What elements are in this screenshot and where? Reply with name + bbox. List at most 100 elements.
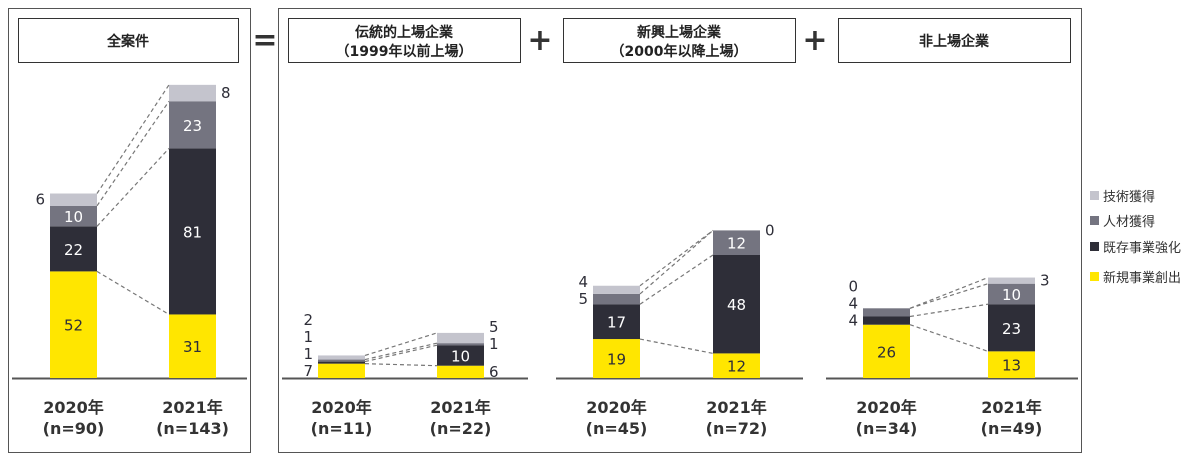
data-label: 4 [848, 312, 858, 330]
data-label: 13 [1002, 357, 1021, 375]
bar-segment-人材獲得 [318, 359, 365, 362]
data-label: 0 [848, 278, 858, 296]
x-tick-n: (n=72) [706, 419, 768, 438]
bar-segment-人材獲得 [169, 101, 216, 149]
panel-title: 伝統的上場企業 [355, 24, 454, 41]
bar-segment-新規事業創出 [863, 324, 910, 378]
data-label: 26 [877, 343, 896, 361]
x-tick-n: (n=143) [156, 419, 229, 438]
bar-segment-人材獲得 [713, 230, 760, 255]
panel-title-box [288, 18, 521, 63]
legend-label: 新規事業創出 [1103, 270, 1181, 286]
connector-line [96, 147, 170, 227]
data-label: 3 [1040, 272, 1050, 290]
data-label: 17 [607, 314, 626, 332]
connector-line [364, 344, 438, 363]
data-label: 6 [489, 363, 499, 381]
data-label: 7 [303, 362, 313, 380]
bar-segment-人材獲得 [437, 343, 484, 346]
bar-segment-既存事業強化 [437, 345, 484, 366]
data-label: 12 [727, 235, 746, 253]
data-label: 5 [489, 318, 499, 336]
x-tick-year: 2021年 [430, 398, 491, 417]
panel-title-box [18, 18, 239, 63]
data-label: 23 [1002, 320, 1021, 338]
connector-line [909, 324, 989, 352]
connector-line [96, 270, 170, 315]
x-tick-n: (n=34) [856, 419, 918, 438]
bar-segment-人材獲得 [988, 283, 1035, 305]
x-tick-year: 2020年 [586, 398, 647, 417]
bar-segment-人材獲得 [593, 293, 640, 305]
legend-swatch [1090, 242, 1099, 251]
bar-segment-既存事業強化 [318, 361, 365, 364]
bar-segment-人材獲得 [50, 205, 97, 227]
panel-subtitle: （2000年以降上場） [611, 43, 748, 60]
bar-segment-既存事業強化 [988, 304, 1035, 352]
x-tick-n: (n=11) [311, 419, 373, 438]
data-label: 2 [303, 311, 313, 329]
connector-line [639, 229, 714, 287]
connector-line [96, 84, 170, 194]
bar-segment-技術獲得 [593, 285, 640, 294]
panel-title: 新興上場企業 [637, 24, 722, 41]
data-label: 23 [183, 117, 202, 135]
bar-segment-既存事業強化 [593, 304, 640, 340]
data-label: 81 [183, 223, 202, 241]
connector-line [364, 363, 438, 367]
data-label: 10 [451, 347, 470, 365]
data-label: 48 [727, 296, 746, 314]
legend-label: 技術獲得 [1103, 189, 1155, 205]
data-label: 1 [303, 328, 313, 346]
bar-segment-既存事業強化 [863, 316, 910, 325]
panel-title-box [563, 18, 796, 63]
bar-segment-既存事業強化 [169, 148, 216, 315]
x-tick-n: (n=22) [430, 419, 492, 438]
bar-segment-技術獲得 [988, 277, 1035, 284]
connector-line [639, 254, 714, 305]
bar-segment-新規事業創出 [169, 314, 216, 378]
data-label: 6 [35, 191, 45, 209]
data-label: 19 [607, 351, 626, 369]
legend-label: 既存事業強化 [1103, 240, 1181, 256]
x-tick-n: (n=45) [586, 419, 648, 438]
connector-line [364, 332, 438, 357]
bar-segment-既存事業強化 [713, 255, 760, 354]
bar-segment-技術獲得 [437, 332, 484, 344]
bar-segment-新規事業創出 [437, 365, 484, 378]
connector-line [909, 303, 989, 318]
operator-2: + [802, 23, 827, 58]
data-label: 10 [64, 208, 83, 226]
data-label: 0 [765, 221, 775, 239]
data-label: 22 [64, 241, 83, 259]
panel-title: 非上場企業 [919, 33, 990, 50]
x-tick-year: 2020年 [43, 398, 104, 417]
connector-line [96, 100, 170, 207]
x-tick-year: 2021年 [706, 398, 767, 417]
x-tick-year: 2021年 [981, 398, 1042, 417]
bar-segment-新規事業創出 [593, 339, 640, 378]
data-label: 10 [1002, 286, 1021, 304]
operator-1: + [527, 23, 552, 58]
x-tick-year: 2021年 [162, 398, 223, 417]
bar-segment-技術獲得 [50, 193, 97, 206]
legend-swatch [1090, 191, 1099, 200]
bar-segment-新規事業創出 [318, 363, 365, 378]
data-label: 4 [578, 273, 588, 291]
connector-line [364, 342, 438, 361]
connector-line [909, 283, 989, 309]
data-label: 5 [578, 290, 588, 308]
legend-label: 人材獲得 [1103, 214, 1155, 230]
legend-swatch [1090, 216, 1099, 225]
panel-frame-all [8, 8, 251, 453]
data-label: 1 [489, 335, 499, 353]
bar-segment-技術獲得 [318, 355, 365, 360]
data-label: 1 [303, 345, 313, 363]
panel-subtitle: （1999年以前上場） [336, 43, 473, 60]
panel-title: 全案件 [106, 33, 149, 50]
bar-segment-既存事業強化 [50, 226, 97, 272]
data-label: 31 [183, 338, 202, 356]
bar-segment-新規事業創出 [50, 271, 97, 378]
